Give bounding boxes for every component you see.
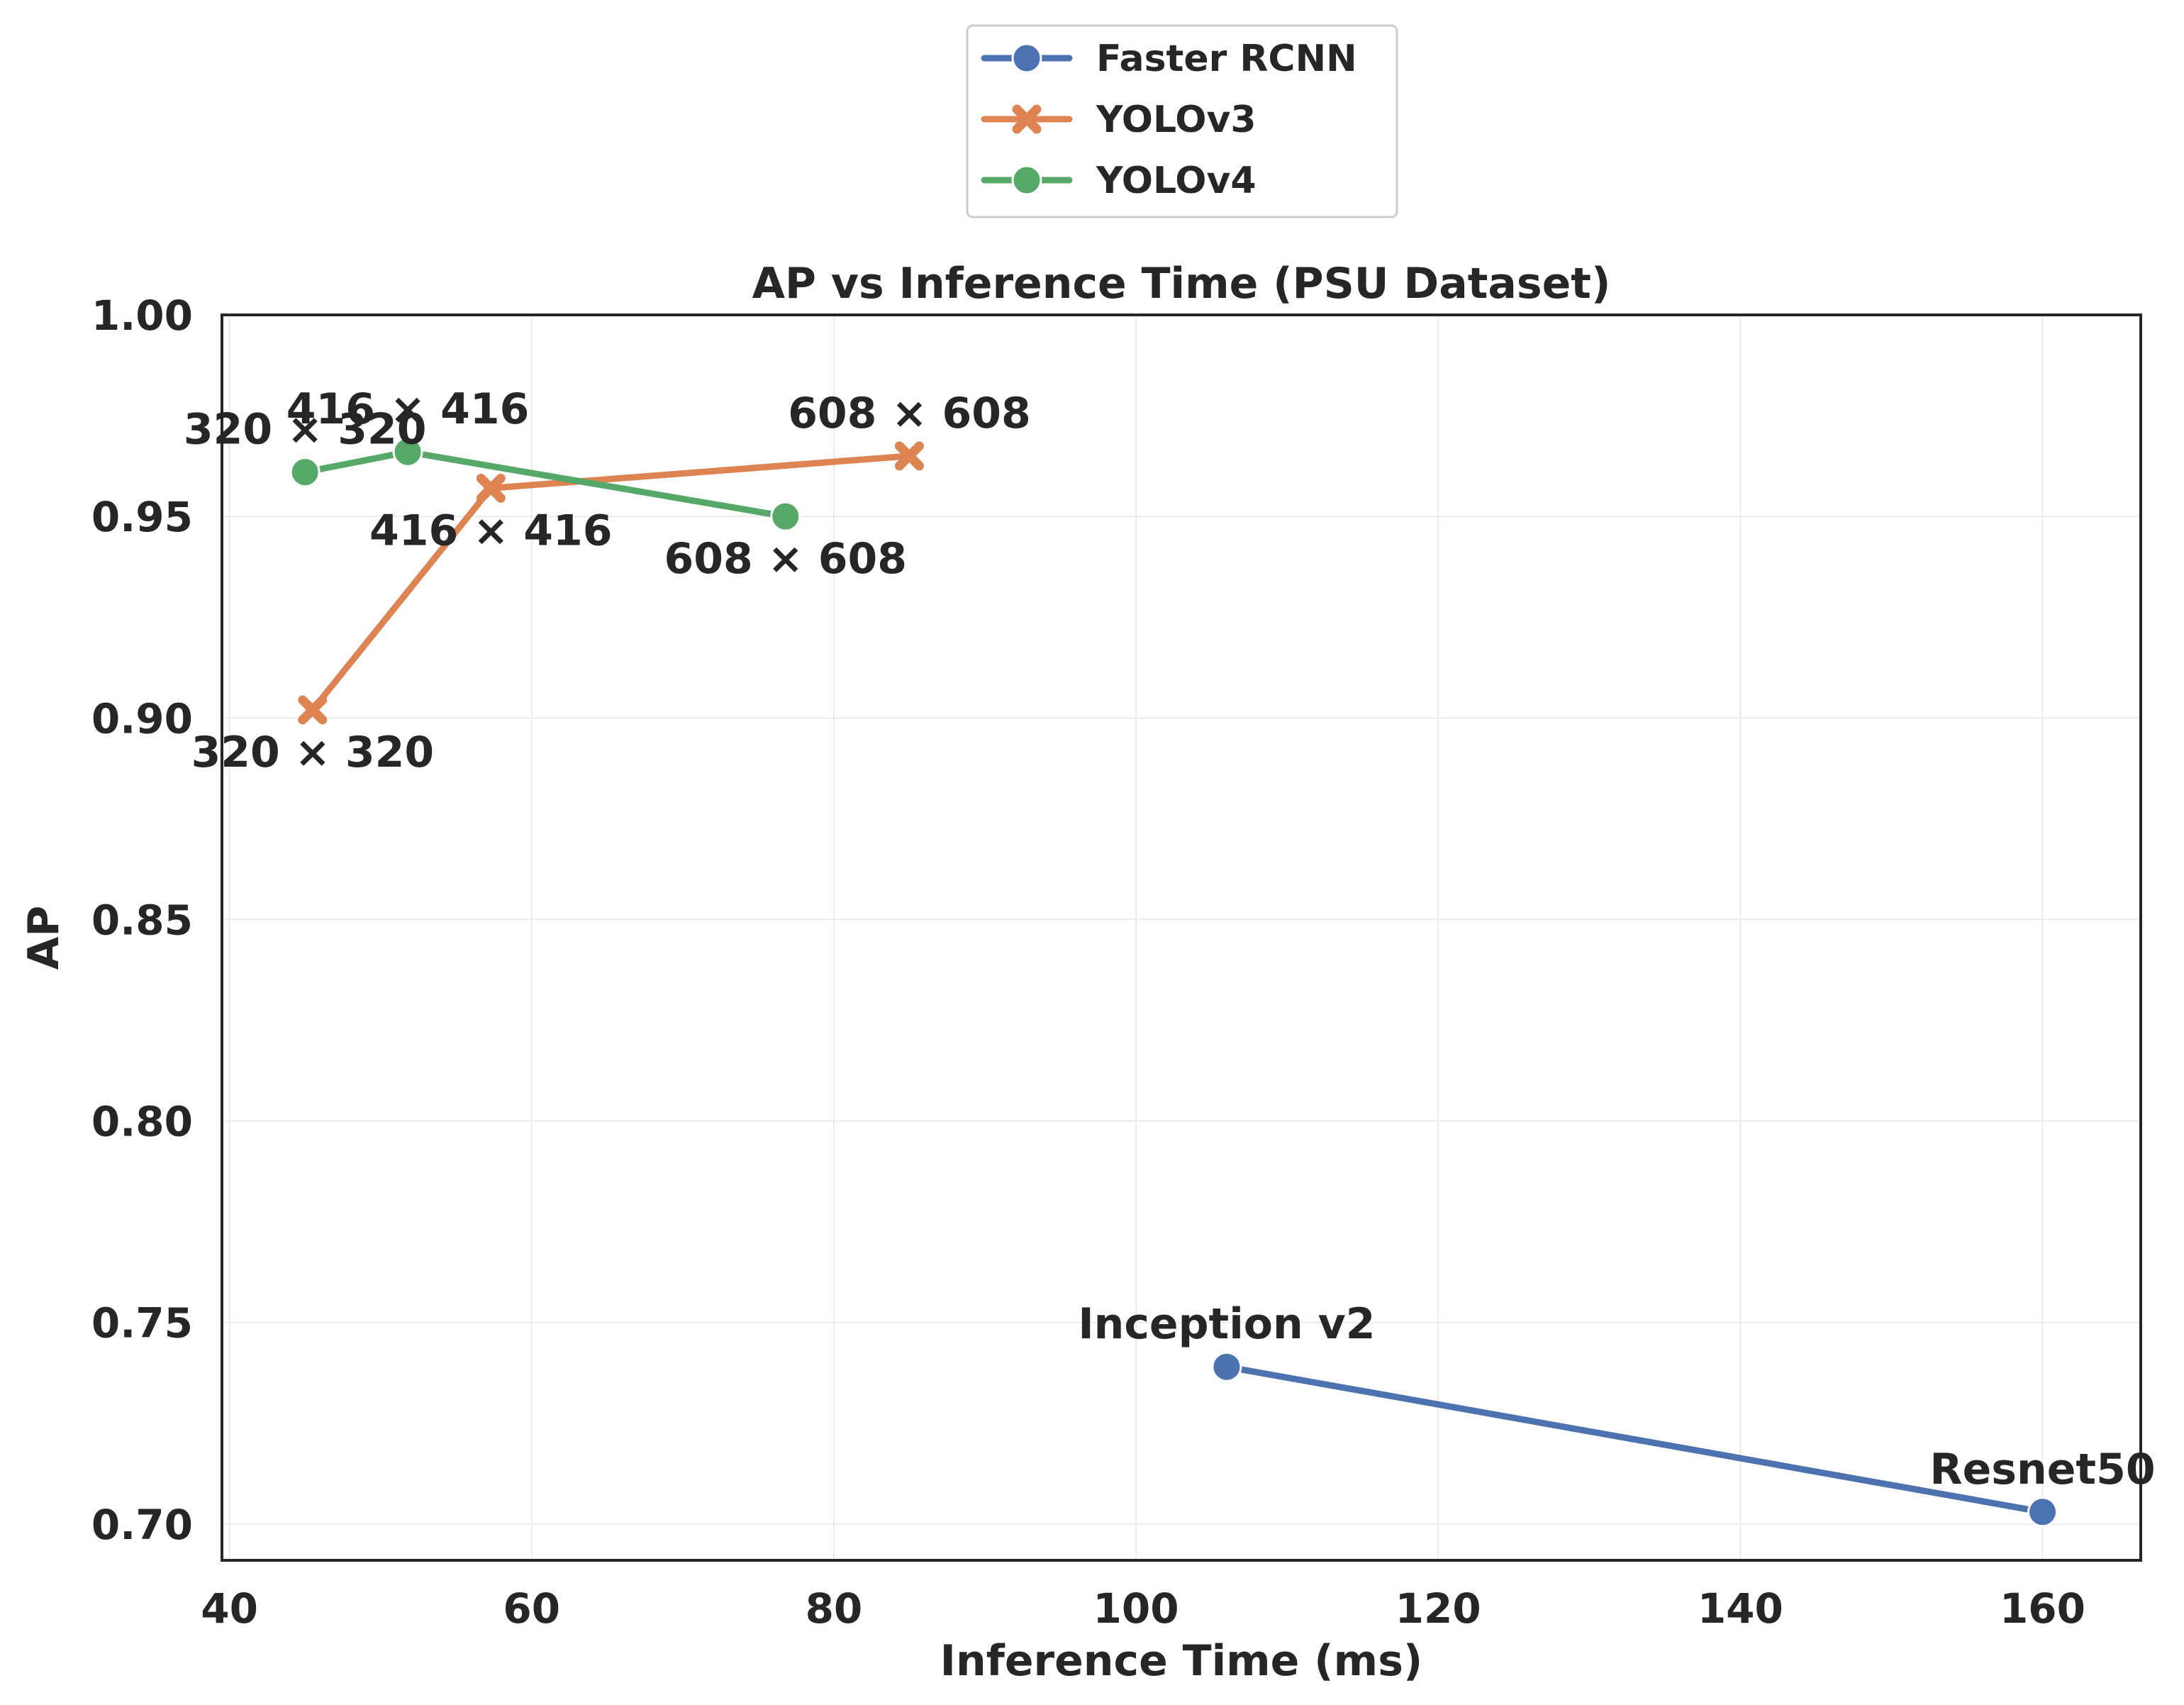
point-label: 416 × 416 bbox=[286, 384, 530, 434]
point-label: 416 × 416 bbox=[369, 506, 613, 555]
point-label: 320 × 320 bbox=[191, 728, 435, 777]
series-yolov4 bbox=[289, 436, 801, 532]
y-axis-label: AP bbox=[19, 906, 69, 970]
data-point bbox=[2027, 1496, 2058, 1528]
x-tick-label: 80 bbox=[806, 1584, 863, 1633]
chart-title: AP vs Inference Time (PSU Dataset) bbox=[752, 259, 1611, 309]
data-point bbox=[289, 457, 321, 488]
legend-item-yolov4: YOLOv4 bbox=[981, 160, 1257, 202]
x-axis-ticks: 40 60 80 100 120 140 160 bbox=[201, 1584, 2085, 1633]
x-tick-label: 140 bbox=[1698, 1584, 1783, 1633]
y-tick-label: 0.75 bbox=[91, 1299, 193, 1348]
plot-frame bbox=[221, 313, 2142, 1562]
legend-marker bbox=[1012, 104, 1042, 134]
data-point bbox=[392, 436, 423, 467]
x-tick-label: 60 bbox=[503, 1584, 560, 1633]
point-label: Inception v2 bbox=[1078, 1299, 1375, 1349]
x-tick-label: 100 bbox=[1093, 1584, 1179, 1633]
series-yolov3 bbox=[298, 441, 924, 725]
legend: Faster RCNN YOLOv3 YOLOv4 bbox=[966, 24, 1398, 218]
series-line-faster-rcnn bbox=[1223, 1363, 2046, 1516]
legend-label: YOLOv3 bbox=[1096, 99, 1257, 141]
y-tick-label: 0.90 bbox=[91, 694, 193, 743]
series-faster-rcnn bbox=[1211, 1351, 2058, 1528]
legend-item-yolov3: YOLOv3 bbox=[981, 99, 1257, 141]
data-point bbox=[894, 441, 924, 471]
legend-label: Faster RCNN bbox=[1096, 38, 1357, 80]
point-label: Resnet50 bbox=[1929, 1445, 2155, 1494]
x-tick-label: 120 bbox=[1395, 1584, 1481, 1633]
data-point bbox=[476, 473, 506, 503]
y-axis-ticks: 0.70 0.75 0.80 0.85 0.90 0.95 1.00 bbox=[91, 291, 193, 1549]
legend-marker bbox=[1011, 43, 1042, 74]
legend-frame bbox=[966, 24, 1398, 218]
x-tick-label: 40 bbox=[201, 1584, 258, 1633]
x-axis-label: Inference Time (ms) bbox=[940, 1636, 1423, 1686]
y-tick-label: 1.00 bbox=[91, 291, 193, 340]
data-point bbox=[1211, 1351, 1242, 1382]
y-tick-label: 0.85 bbox=[91, 896, 193, 944]
point-label: 608 × 608 bbox=[788, 389, 1031, 438]
data-point bbox=[298, 695, 328, 725]
point-label: 608 × 608 bbox=[664, 534, 907, 584]
legend-item-faster-rcnn: Faster RCNN bbox=[981, 38, 1357, 80]
legend-label: YOLOv4 bbox=[1096, 160, 1257, 202]
y-tick-label: 0.80 bbox=[91, 1098, 193, 1146]
y-tick-label: 0.70 bbox=[91, 1501, 193, 1549]
point-label: 320 × 320 bbox=[184, 405, 427, 455]
x-tick-label: 160 bbox=[2000, 1584, 2085, 1633]
series bbox=[289, 436, 2058, 1528]
data-point bbox=[770, 501, 801, 532]
legend-marker bbox=[1011, 165, 1042, 196]
y-tick-label: 0.95 bbox=[91, 493, 193, 541]
